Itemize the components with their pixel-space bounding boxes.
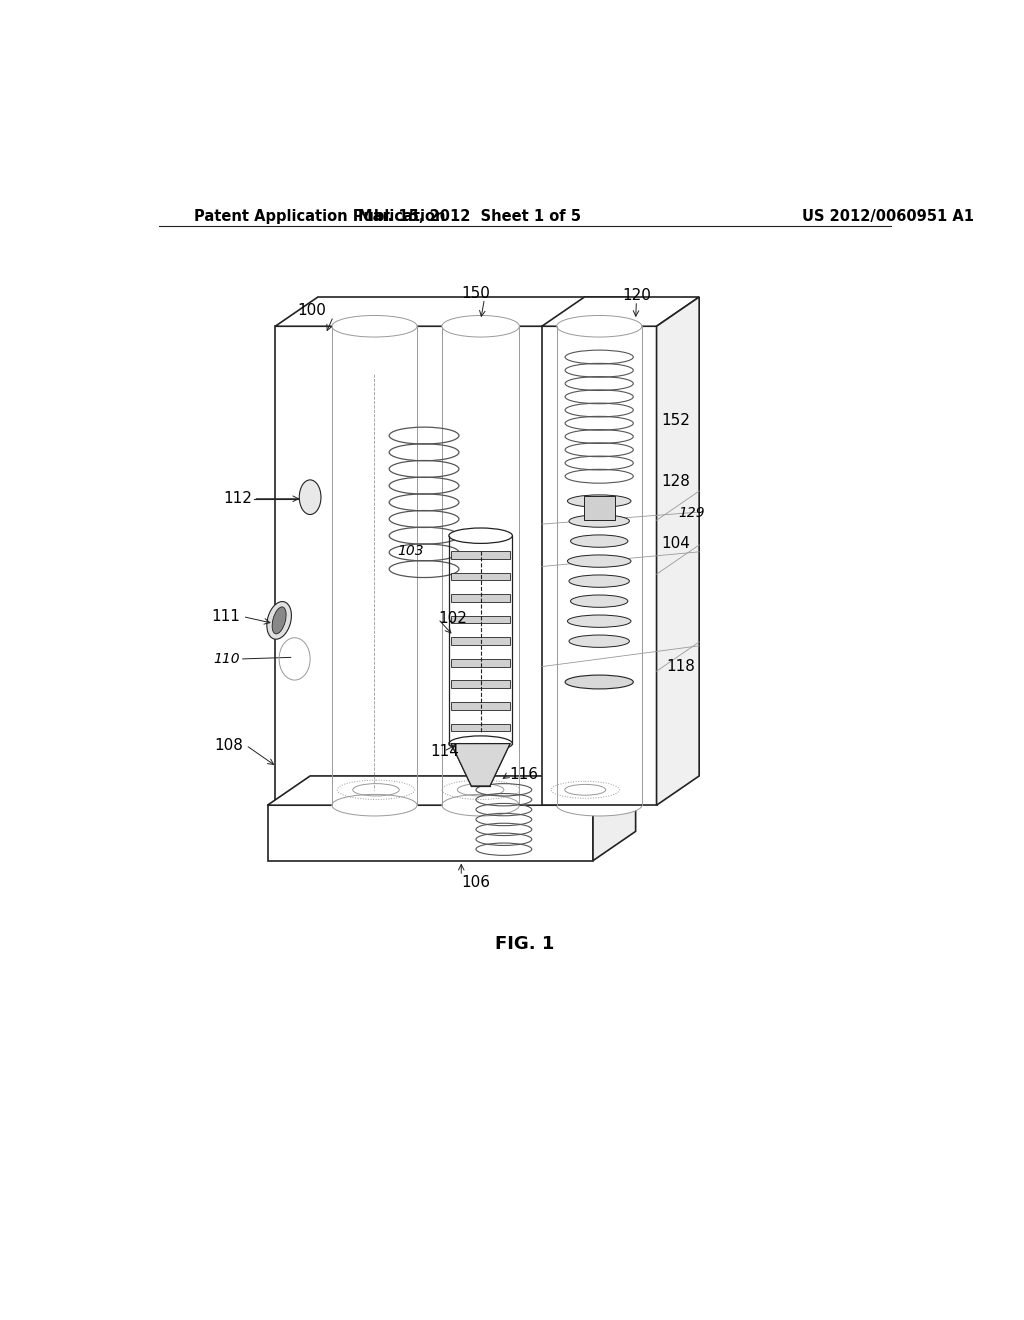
Ellipse shape [442, 795, 519, 816]
Text: FIG. 1: FIG. 1 [496, 935, 554, 953]
Ellipse shape [567, 495, 631, 507]
Ellipse shape [272, 607, 286, 634]
Text: 120: 120 [623, 288, 651, 304]
Bar [452, 615, 510, 623]
Bar [452, 659, 510, 667]
Bar [452, 573, 510, 581]
Polygon shape [586, 297, 628, 805]
Text: 108: 108 [214, 738, 243, 752]
Text: 112: 112 [223, 491, 252, 507]
Text: 128: 128 [662, 474, 690, 490]
Ellipse shape [332, 315, 417, 337]
Bar [452, 552, 510, 558]
Polygon shape [452, 743, 510, 785]
Bar [452, 702, 510, 710]
Ellipse shape [442, 315, 519, 337]
Ellipse shape [567, 554, 631, 568]
Ellipse shape [557, 315, 642, 337]
Polygon shape [542, 297, 699, 326]
Ellipse shape [567, 615, 631, 627]
Ellipse shape [557, 795, 642, 816]
Ellipse shape [570, 595, 628, 607]
Ellipse shape [449, 528, 512, 544]
Bar [452, 681, 510, 688]
Ellipse shape [449, 737, 512, 751]
Text: 114: 114 [430, 743, 459, 759]
Polygon shape [542, 326, 656, 805]
Ellipse shape [332, 795, 417, 816]
Text: 129: 129 [678, 506, 705, 520]
Text: 100: 100 [297, 304, 326, 318]
Text: 103: 103 [397, 544, 424, 558]
Ellipse shape [267, 602, 292, 639]
Text: Patent Application Publication: Patent Application Publication [194, 209, 445, 223]
Text: 118: 118 [667, 659, 695, 675]
Text: 106: 106 [461, 875, 490, 890]
Text: 152: 152 [662, 413, 690, 428]
Text: 111: 111 [212, 609, 241, 624]
Text: 104: 104 [662, 536, 690, 550]
Bar [452, 594, 510, 602]
Text: 116: 116 [509, 767, 539, 781]
Polygon shape [656, 297, 699, 805]
Ellipse shape [569, 635, 630, 647]
Ellipse shape [565, 675, 633, 689]
Text: US 2012/0060951 A1: US 2012/0060951 A1 [802, 209, 974, 223]
Text: 102: 102 [438, 611, 467, 627]
Ellipse shape [569, 576, 630, 587]
Polygon shape [593, 776, 636, 861]
Polygon shape [267, 805, 593, 861]
Text: 110: 110 [214, 652, 241, 665]
Bar [452, 638, 510, 645]
Text: 150: 150 [461, 285, 490, 301]
Bar [452, 723, 510, 731]
Bar [584, 496, 614, 520]
Polygon shape [267, 776, 636, 805]
Ellipse shape [299, 480, 321, 515]
Polygon shape [275, 326, 586, 805]
Ellipse shape [570, 535, 628, 548]
Ellipse shape [569, 515, 630, 527]
Polygon shape [275, 297, 628, 326]
Text: Mar. 15, 2012  Sheet 1 of 5: Mar. 15, 2012 Sheet 1 of 5 [357, 209, 581, 223]
